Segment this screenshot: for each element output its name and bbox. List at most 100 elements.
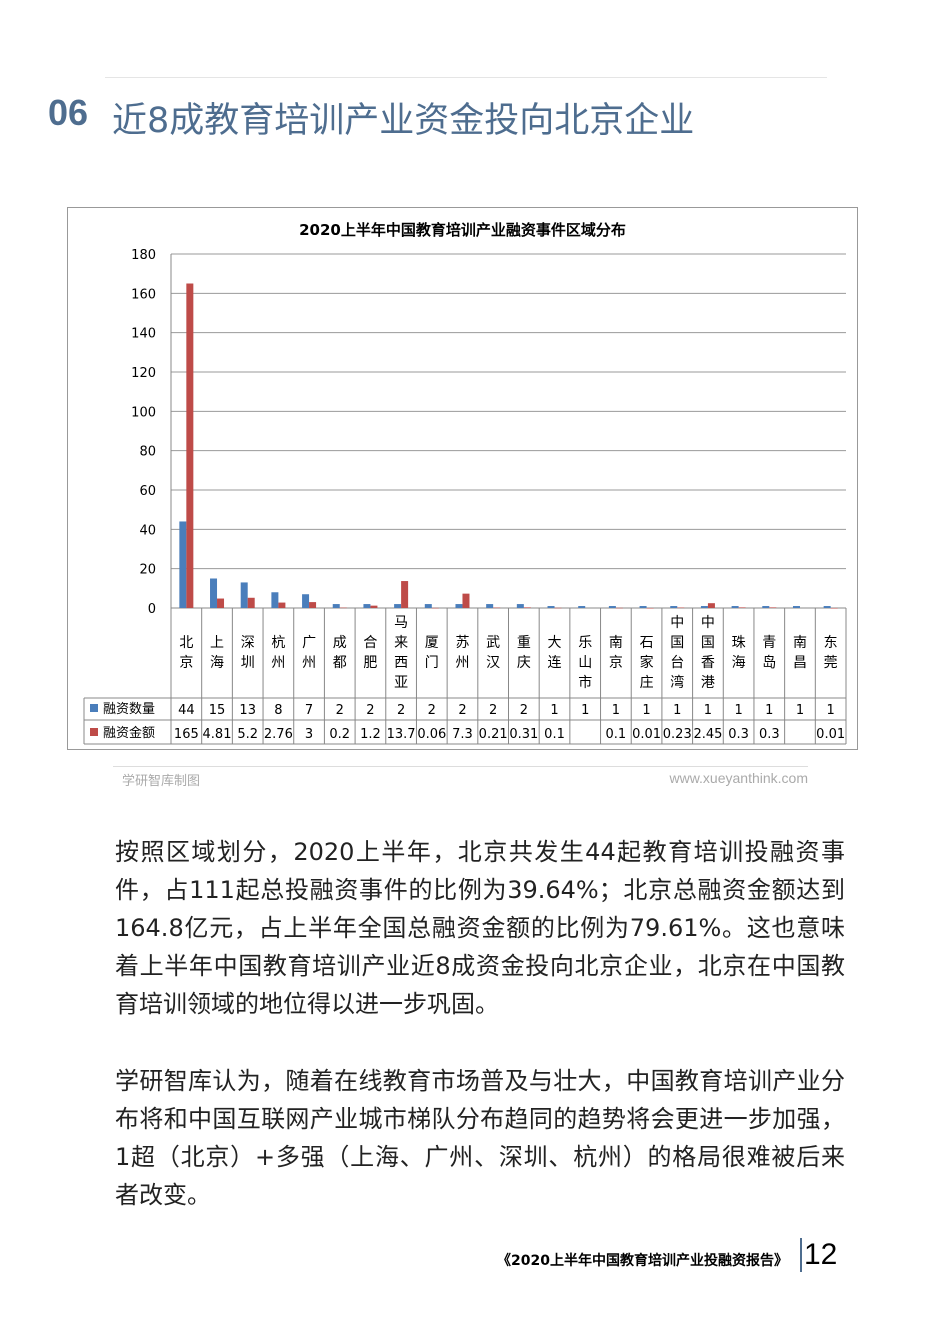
chart-svg: 0 20 40 60 80 100 120 140 160 180 44 165 北京 15 4.81 上海 1… <box>83 248 847 745</box>
bar-count <box>332 604 340 608</box>
y-tick-label: 160 <box>131 287 156 302</box>
category-label: 都 <box>333 655 347 671</box>
bar-count <box>179 521 187 608</box>
y-tick-label: 120 <box>131 366 156 381</box>
category-label: 武 <box>486 635 500 651</box>
bar-amount <box>217 598 225 608</box>
bar-count <box>240 582 248 608</box>
data-table-cell: 2 <box>428 703 436 718</box>
legend-label: 融资数量 <box>103 702 155 717</box>
y-tick-label: 180 <box>131 248 156 263</box>
data-table-cell: 1 <box>581 703 589 718</box>
bar-count <box>578 606 586 608</box>
category-label: 莞 <box>824 655 838 671</box>
category-label: 湾 <box>670 674 684 691</box>
data-table-cell: 2 <box>458 703 466 718</box>
bar-count <box>547 606 555 608</box>
category-label: 山 <box>578 655 592 671</box>
data-table-cell: 5.2 <box>237 727 258 742</box>
legend-swatch <box>90 704 98 712</box>
category-label: 市 <box>578 674 592 691</box>
section-title: 近8成教育培训产业资金投向北京企业 <box>112 101 695 141</box>
bar-count <box>762 606 770 608</box>
data-table-cell: 0.1 <box>606 727 627 742</box>
bar-count <box>210 578 218 608</box>
data-table-cell: 1 <box>765 703 773 718</box>
bar-amount <box>830 607 838 609</box>
data-table-cell: 0.01 <box>632 727 661 742</box>
data-table-cell: 44 <box>178 703 195 718</box>
category-label: 庄 <box>640 674 654 691</box>
category-label: 圳 <box>241 655 255 671</box>
data-table-cell: 2 <box>489 703 497 718</box>
data-table-cell: 3 <box>305 727 313 742</box>
category-label: 广 <box>302 635 316 651</box>
bar-count <box>823 606 831 608</box>
data-table-cell: 2.76 <box>264 727 293 742</box>
category-label: 庆 <box>517 655 531 671</box>
category-label: 珠 <box>732 635 746 651</box>
y-tick-label: 40 <box>139 523 156 538</box>
website-link[interactable]: www.xueyanthink.com <box>669 770 808 786</box>
data-table-cell: 1 <box>612 703 620 718</box>
bar-count <box>455 604 463 608</box>
category-label: 肥 <box>363 655 377 671</box>
category-label: 州 <box>455 655 469 671</box>
bar-amount <box>401 581 409 608</box>
category-label: 家 <box>640 654 654 671</box>
bar-count <box>608 606 616 608</box>
data-table-cell: 1 <box>673 703 681 718</box>
data-table-cell: 8 <box>274 703 282 718</box>
data-table-cell: 7 <box>305 703 313 718</box>
data-table-cell: 2 <box>366 703 374 718</box>
category-label: 合 <box>363 635 377 651</box>
category-label: 国 <box>701 635 715 651</box>
bar-count <box>700 606 708 608</box>
data-table-cell: 0.1 <box>544 727 565 742</box>
category-label: 东 <box>824 635 838 651</box>
data-table-cell: 1.2 <box>360 727 381 742</box>
data-table-cell: 0.31 <box>509 727 538 742</box>
report-title: 《2020上半年中国教育培训产业投融资报告》 <box>497 1253 788 1269</box>
bar-count <box>394 604 402 608</box>
data-table-cell: 7.3 <box>452 727 473 742</box>
bar-amount <box>646 607 654 609</box>
divider <box>113 766 808 767</box>
data-table-cell: 0.01 <box>816 727 845 742</box>
bar-amount <box>247 597 255 608</box>
category-label: 深 <box>241 635 255 651</box>
category-label: 岛 <box>762 655 776 671</box>
category-label: 青 <box>762 635 776 651</box>
bar-amount <box>462 593 470 608</box>
data-table-cell: 4.81 <box>203 727 232 742</box>
bar-amount <box>493 607 501 609</box>
category-label: 国 <box>670 635 684 651</box>
chart: 2020上半年中国教育培训产业融资事件区域分布 0 20 40 60 80 100 120 1… <box>67 207 858 750</box>
category-label: 大 <box>548 635 562 651</box>
category-label: 门 <box>425 655 439 671</box>
data-table-cell: 13 <box>239 703 256 718</box>
bar-amount <box>769 607 777 608</box>
category-label: 中 <box>701 615 715 631</box>
bar-amount <box>309 602 317 608</box>
source-note: 学研智库制图 <box>122 774 201 789</box>
category-label: 西 <box>394 655 408 671</box>
data-table-cell: 165 <box>174 727 199 742</box>
category-label: 苏 <box>455 635 469 651</box>
category-label: 北 <box>179 635 193 651</box>
data-table-cell: 1 <box>642 703 650 718</box>
category-label: 杭 <box>271 635 285 651</box>
category-label: 海 <box>732 655 746 671</box>
section-number: 06 <box>48 92 89 133</box>
bar-count <box>363 604 371 608</box>
category-label: 港 <box>701 675 715 691</box>
bar-amount <box>431 607 439 609</box>
data-table-cell: 0.2 <box>329 727 350 742</box>
category-label: 香 <box>701 655 715 671</box>
data-table-cell: 1 <box>550 703 558 718</box>
bar-amount <box>523 607 531 608</box>
bar-count <box>424 604 432 608</box>
category-label: 中 <box>670 615 684 631</box>
data-table-cell: 2.45 <box>693 727 722 742</box>
